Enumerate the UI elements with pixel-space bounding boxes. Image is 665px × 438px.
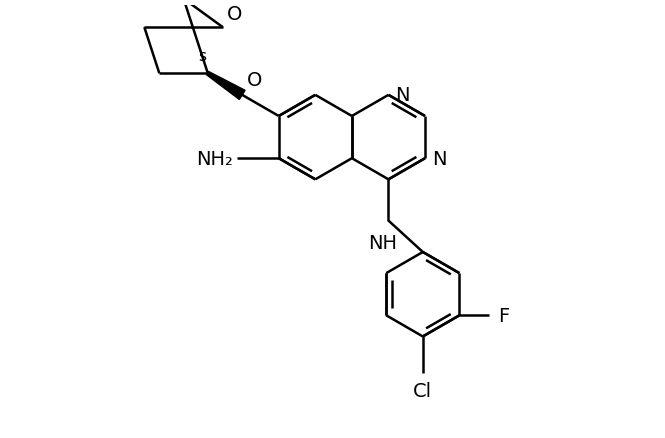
Text: Cl: Cl	[413, 381, 432, 400]
Polygon shape	[207, 72, 245, 100]
Text: N: N	[395, 86, 410, 105]
Text: NH₂: NH₂	[196, 149, 233, 168]
Text: NH: NH	[368, 234, 397, 253]
Text: O: O	[227, 5, 242, 24]
Text: O: O	[247, 71, 263, 90]
Text: N: N	[432, 149, 446, 168]
Text: F: F	[497, 306, 509, 325]
Text: s: s	[198, 49, 206, 64]
